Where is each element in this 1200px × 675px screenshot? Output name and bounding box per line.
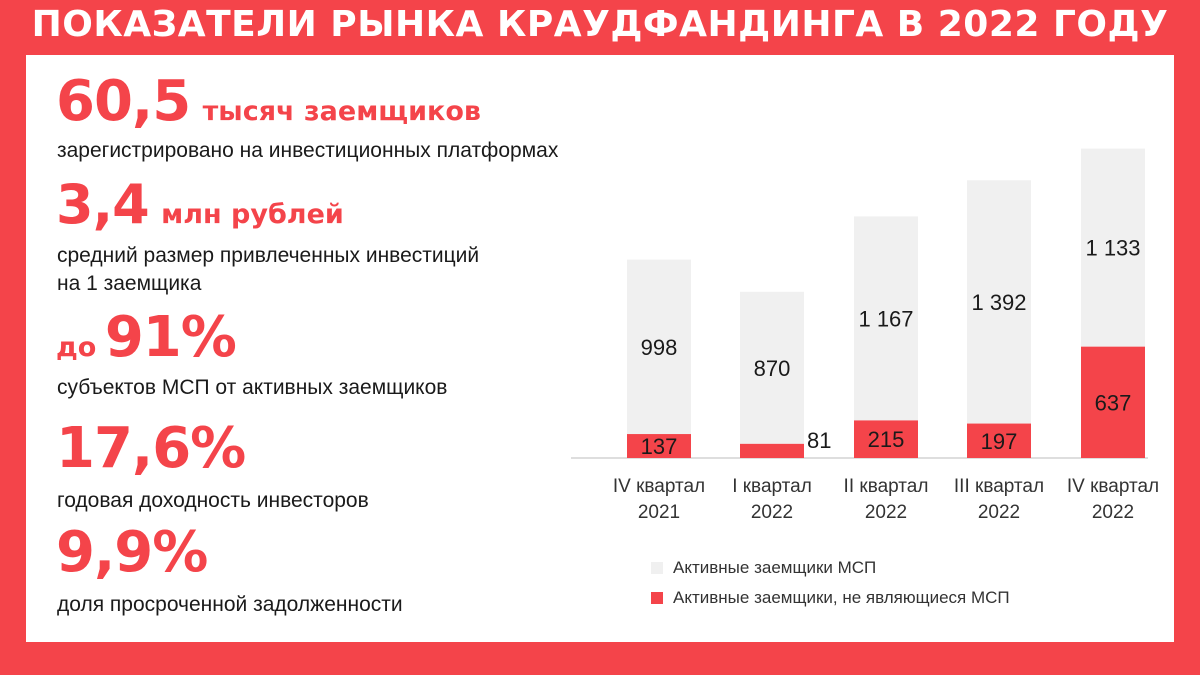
bar-non-msp-4: [1081, 346, 1145, 458]
stat-overdue-value: 9,9%: [56, 520, 208, 585]
data-label-non-msp-4: 637: [1095, 390, 1132, 415]
legend-item-msp: Активные заемщики МСП: [651, 556, 876, 580]
tick-label-0-line2: 2021: [638, 502, 680, 523]
stat-overdue: 9,9%: [56, 520, 208, 585]
tick-label-4-line2: 2022: [1092, 502, 1134, 523]
bar-non-msp-2: [854, 420, 918, 458]
tick-label-0-line1: IV квартал: [613, 476, 705, 497]
stat-sme-share-prefix: до: [56, 332, 97, 363]
stat-avg-investment-value: 3,4: [56, 173, 150, 236]
stat-borrowers-value: 60,5: [56, 69, 191, 134]
tick-label-3-line1: III квартал: [954, 476, 1044, 497]
tick-label-1-line2: 2022: [751, 502, 793, 523]
bar-non-msp-1: [740, 443, 804, 458]
bar-msp-2: [854, 216, 918, 421]
tick-label-4-line1: IV квартал: [1067, 476, 1159, 497]
data-label-non-msp-1: 81: [807, 428, 831, 453]
bar-non-msp-3: [967, 423, 1031, 458]
legend-label-non-msp: Активные заемщики, не являющиеся МСП: [673, 588, 1010, 607]
page-title: ПОКАЗАТЕЛИ РЫНКА КРАУДФАНДИНГА В 2022 ГО…: [31, 4, 1169, 45]
stat-avg-investment-unit: млн рублей: [161, 199, 344, 230]
content-card: 60,5 тысяч заемщиков зарегистрировано на…: [26, 55, 1174, 642]
legend-label-msp: Активные заемщики МСП: [673, 558, 877, 577]
stat-borrowers: 60,5 тысяч заемщиков: [56, 69, 481, 134]
legend-item-non-msp: Активные заемщики, не являющиеся МСП: [651, 586, 1010, 610]
data-label-msp-4: 1 133: [1085, 236, 1140, 261]
tick-label-2-line2: 2022: [865, 502, 907, 523]
stat-sme-share: до 91%: [56, 305, 237, 370]
stat-avg-investment-description-line2: на 1 заемщика: [57, 272, 202, 295]
stat-borrowers-unit: тысяч заемщиков: [202, 96, 481, 127]
bar-non-msp-0: [627, 434, 691, 458]
data-label-non-msp-0: 137: [641, 434, 678, 459]
bar-msp-0: [627, 259, 691, 435]
data-label-msp-0: 998: [641, 335, 678, 360]
stacked-bar-chart: 998 137 IV квартал 2021 870 81 I квартал 2022 1 …: [571, 148, 1159, 523]
stat-yield: 17,6%: [56, 416, 246, 481]
stat-avg-investment-description-line1: средний размер привлеченных инвестиций: [57, 244, 480, 267]
tick-label-2-line1: II квартал: [844, 476, 929, 497]
stat-borrowers-description: зарегистрировано на инвестиционных платф…: [57, 139, 559, 162]
data-label-msp-2: 1 167: [858, 306, 913, 331]
bar-msp-4: [1081, 148, 1145, 347]
bar-msp-3: [967, 180, 1031, 424]
stat-overdue-description: доля просроченной задолженности: [57, 593, 403, 616]
tick-label-3-line2: 2022: [978, 502, 1020, 523]
legend-swatch-msp: [651, 562, 663, 574]
tick-label-1-line1: I квартал: [732, 476, 812, 497]
stat-avg-investment: 3,4 млн рублей: [56, 173, 344, 236]
data-label-non-msp-2: 215: [868, 427, 905, 452]
data-label-non-msp-3: 197: [981, 429, 1018, 454]
data-label-msp-3: 1 392: [971, 290, 1026, 315]
legend-swatch-non-msp: [651, 592, 663, 604]
stat-yield-value: 17,6%: [56, 416, 246, 481]
data-label-msp-1: 870: [754, 356, 791, 381]
stat-sme-share-value: 91%: [104, 305, 237, 370]
stat-yield-description: годовая доходность инвесторов: [57, 489, 369, 512]
bar-msp-1: [740, 291, 804, 444]
stat-sme-share-description: субъектов МСП от активных заемщиков: [57, 376, 448, 399]
